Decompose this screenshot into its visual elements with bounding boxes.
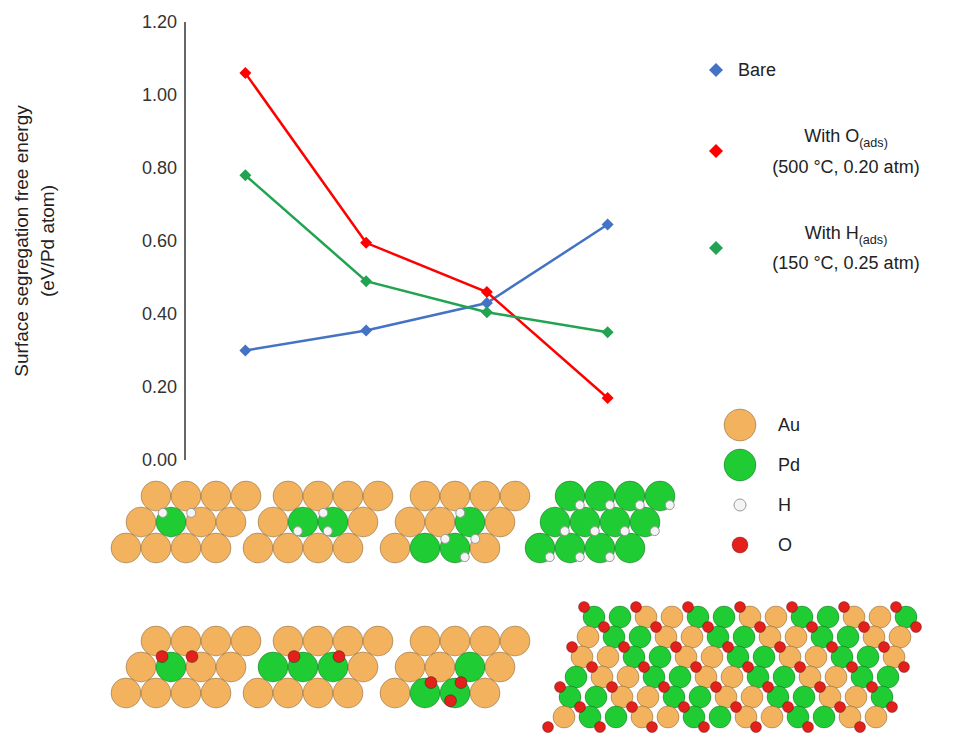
html-text:(500 °C, 0.20 atm): (500 °C, 0.20 atm) [772,156,920,177]
svg-text:0.60: 0.60 [142,231,177,251]
svg-text:0.80: 0.80 [142,158,177,178]
html-text:With H(ads): With H(ads) [804,222,888,247]
html-text:H: H [778,494,791,515]
svg-text:0.40: 0.40 [142,304,177,324]
html-text:Pd: Pd [778,454,800,475]
html-text:Bare: Bare [738,60,776,80]
svg-text:1.00: 1.00 [142,85,177,105]
html-text:Au: Au [778,414,800,435]
html-text:O: O [778,534,792,555]
svg-text:0.20: 0.20 [142,377,177,397]
html-text:(150 °C, 0.25 atm): (150 °C, 0.25 atm) [772,253,920,274]
html-text:With O(ads): With O(ads) [804,126,888,150]
svg-text:Surface segregation free energ: Surface segregation free energy(eV/Pd at… [11,105,58,377]
svg-text:0.00: 0.00 [142,450,177,470]
svg-text:1.20: 1.20 [142,12,177,32]
